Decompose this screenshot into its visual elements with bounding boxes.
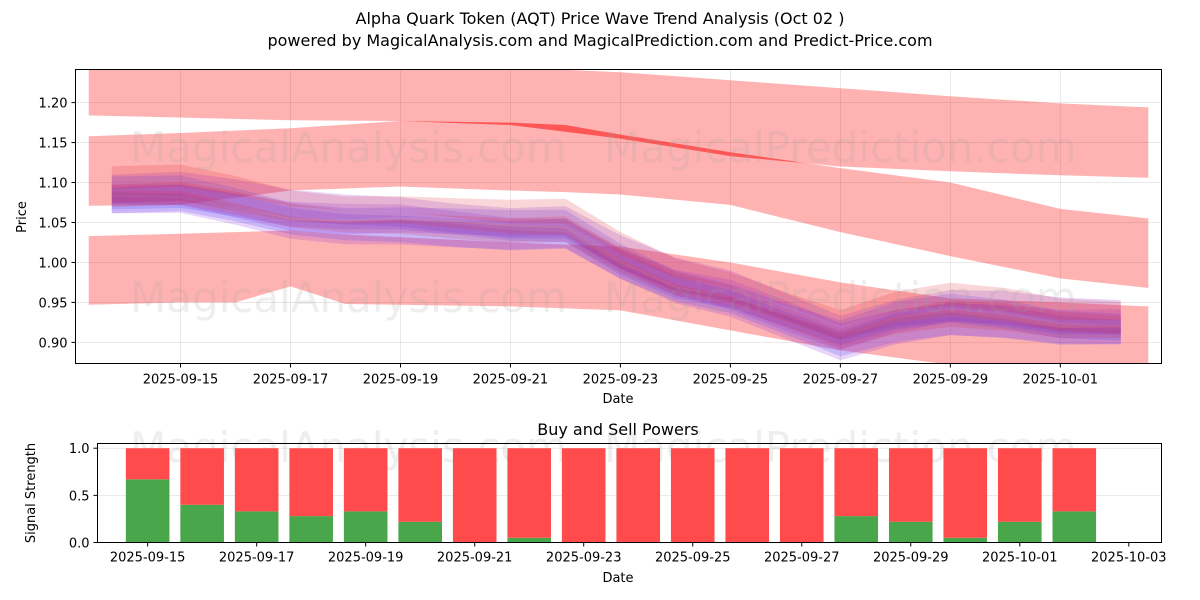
bar-x-tick-label: 2025-10-03	[1091, 551, 1167, 566]
bar-x-ticks: 2025-09-15 2025-09-17 2025-09-19 2025-09-21…	[110, 542, 1167, 566]
sell-bar	[452, 448, 497, 543]
x-tick-label: 2025-09-21	[473, 373, 549, 388]
bar-x-axis-label: Date	[602, 571, 633, 586]
x-tick-label: 2025-09-29	[913, 373, 989, 388]
bar-y-tick-label: 1.0	[69, 442, 90, 457]
bar-x-tick-label: 2025-09-29	[873, 551, 949, 566]
y-tick-label: 1.20	[39, 97, 68, 112]
y-tick-label: 1.15	[39, 137, 68, 152]
wide-band-upper-band	[88, 69, 1149, 178]
sell-bar	[670, 448, 715, 543]
main-bands	[88, 69, 1149, 364]
buy-bar	[834, 516, 879, 543]
sell-bar	[398, 448, 442, 522]
buy-bar	[343, 511, 388, 543]
wide-band-middle-band	[88, 121, 1149, 288]
sell-bar	[834, 448, 879, 517]
buy-bar	[125, 479, 170, 543]
sell-bar	[561, 448, 606, 543]
sell-bar	[180, 448, 224, 505]
bar-y-axis-label: Signal Strength	[24, 443, 39, 543]
x-tick-label: 2025-09-17	[253, 373, 329, 388]
y-tick-label: 0.90	[39, 336, 68, 351]
bar-x-tick-label: 2025-09-17	[219, 551, 295, 566]
bar-y-tick-label: 0.5	[69, 489, 90, 504]
watermark-analysis-bottom: MagicalAnalysis.com	[130, 273, 567, 322]
price-wave-chart: MagicalAnalysis.com MagicalPrediction.co…	[15, 69, 1162, 407]
x-tick-label: 2025-09-27	[803, 373, 879, 388]
main-x-ticks: 2025-09-15 2025-09-17 2025-09-19 2025-09-21…	[143, 363, 1099, 388]
sell-bar	[234, 448, 279, 512]
buy-bar	[507, 537, 552, 543]
sell-bar	[779, 448, 824, 543]
main-grid	[75, 69, 1162, 364]
ensemble-band-blue	[111, 184, 1121, 346]
buy-sell-chart: Buy and Sell Powers MagicalAnalysis.com …	[24, 420, 1167, 586]
buy-bar	[1052, 511, 1097, 543]
ensemble-band-red	[111, 190, 1121, 349]
sell-bar	[943, 448, 988, 538]
bar-x-tick-label: 2025-09-21	[437, 551, 513, 566]
bar-x-tick-label: 2025-10-01	[982, 551, 1058, 566]
watermark-prediction-top: MagicalPrediction.com	[604, 123, 1077, 172]
buy-bar	[997, 521, 1042, 543]
main-x-axis-label: Date	[602, 392, 633, 407]
chart-subtitle: powered by MagicalAnalysis.com and Magic…	[267, 31, 933, 50]
main-y-ticks: 0.90 0.95 1.00 1.05 1.10 1.15 1.20	[39, 97, 76, 351]
sell-bar	[1052, 448, 1097, 512]
watermark-analysis-top: MagicalAnalysis.com	[130, 123, 567, 172]
bar-plot-frame	[97, 443, 1162, 543]
sell-bar	[888, 448, 933, 522]
ensemble-band-blue	[111, 192, 1121, 357]
x-tick-label: 2025-10-01	[1023, 373, 1099, 388]
sell-bar	[997, 448, 1042, 522]
buy-bar	[943, 537, 988, 543]
bar-x-tick-label: 2025-09-19	[328, 551, 404, 566]
buy-bar	[289, 516, 333, 543]
bar-x-tick-label: 2025-09-23	[546, 551, 622, 566]
bar-x-tick-label: 2025-09-25	[655, 551, 731, 566]
ensemble-band-purple	[111, 171, 1121, 336]
watermark-prediction-bottom: MagicalPrediction.com	[604, 273, 1077, 322]
y-tick-label: 1.05	[39, 216, 68, 231]
sell-bar	[725, 448, 770, 543]
sell-bar	[616, 448, 661, 543]
sell-bar	[343, 448, 388, 512]
x-tick-label: 2025-09-15	[143, 373, 219, 388]
buy-bar	[234, 511, 279, 543]
y-tick-label: 0.95	[39, 296, 68, 311]
ensemble-band-blue	[111, 175, 1121, 341]
wide-band-lower-band	[88, 230, 1149, 364]
sell-bar	[289, 448, 333, 517]
ensemble-band-purple	[111, 196, 1121, 361]
bars	[125, 448, 1097, 543]
buy-bar	[888, 521, 933, 543]
ensemble-band-red	[111, 181, 1121, 340]
x-tick-label: 2025-09-23	[583, 373, 659, 388]
bar-x-tick-label: 2025-09-15	[110, 551, 186, 566]
main-plot-frame	[75, 69, 1162, 364]
y-tick-label: 1.00	[39, 256, 68, 271]
sell-bar	[507, 448, 552, 538]
ensemble-band-red	[111, 164, 1121, 327]
x-tick-label: 2025-09-25	[693, 373, 769, 388]
bar-y-tick-label: 0.0	[69, 537, 90, 552]
main-watermarks: MagicalAnalysis.com MagicalPrediction.co…	[130, 123, 1077, 322]
buy-bar	[398, 521, 442, 543]
bar-y-ticks: 0.0 0.5 1.0	[69, 442, 98, 552]
bar-x-tick-label: 2025-09-27	[764, 551, 840, 566]
buy-bar	[180, 504, 224, 543]
band-overlap-highlight	[345, 121, 797, 163]
main-y-axis-label: Price	[15, 201, 30, 233]
ensemble-band-purple	[111, 184, 1121, 351]
sell-bar	[125, 448, 170, 480]
y-tick-label: 1.10	[39, 177, 68, 192]
x-tick-label: 2025-09-19	[363, 373, 439, 388]
bar-chart-title: Buy and Sell Powers	[537, 420, 699, 439]
chart-title: Alpha Quark Token (AQT) Price Wave Trend…	[355, 9, 845, 28]
